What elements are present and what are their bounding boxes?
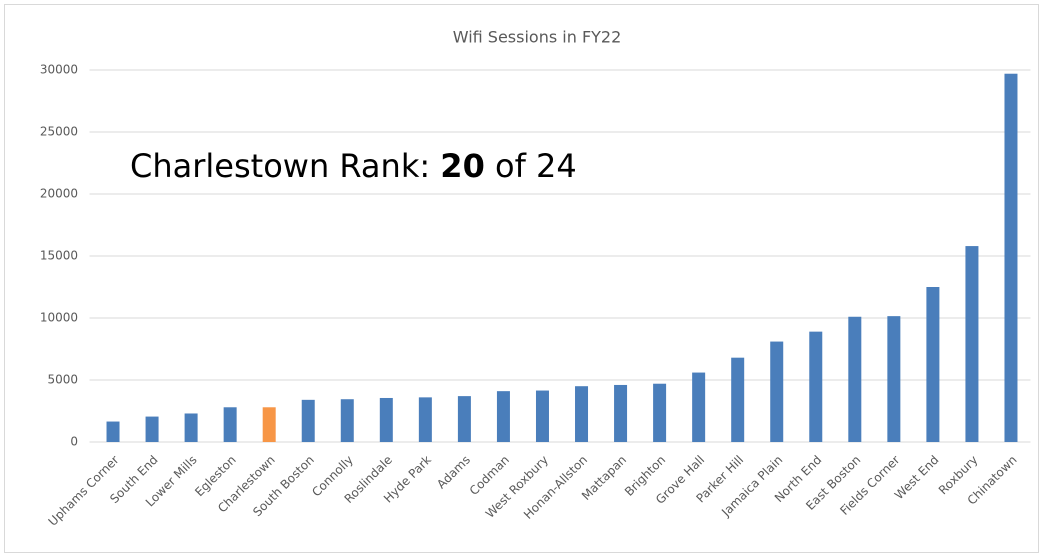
bar xyxy=(731,357,745,442)
bar xyxy=(340,399,354,442)
annotation-text: of 24 xyxy=(495,147,577,185)
bar xyxy=(496,391,510,442)
bar xyxy=(809,331,823,442)
chart-title: Wifi Sessions in FY22 xyxy=(453,28,622,47)
bar xyxy=(457,396,471,442)
y-tick-label: 30000 xyxy=(40,63,78,77)
bar xyxy=(887,316,901,442)
bar xyxy=(926,287,940,442)
y-tick-label: 15000 xyxy=(40,249,78,263)
y-tick-label: 5000 xyxy=(47,373,78,387)
bar xyxy=(223,407,237,442)
annotation-text: Charlestown Rank: xyxy=(130,147,430,185)
bar xyxy=(379,397,393,442)
bar xyxy=(770,341,784,442)
y-tick-label: 20000 xyxy=(40,187,78,201)
annotation-rank: 20 xyxy=(440,147,485,185)
bar xyxy=(145,416,159,442)
y-tick-label: 0 xyxy=(70,435,78,449)
chart-border xyxy=(4,4,1039,553)
annotation: Charlestown Rank: 20 of 24 xyxy=(130,147,577,185)
bar xyxy=(614,384,628,442)
bar xyxy=(965,246,979,442)
bar xyxy=(575,386,589,442)
bar xyxy=(418,397,432,442)
bar xyxy=(1004,73,1018,442)
bar xyxy=(653,383,667,442)
bar xyxy=(535,390,549,442)
bar xyxy=(301,399,315,442)
y-tick-label: 10000 xyxy=(40,311,78,325)
bar xyxy=(262,407,276,442)
y-tick-label: 25000 xyxy=(40,125,78,139)
bar xyxy=(848,316,862,442)
bar xyxy=(106,421,120,442)
bar xyxy=(692,372,706,442)
bar xyxy=(184,413,198,442)
